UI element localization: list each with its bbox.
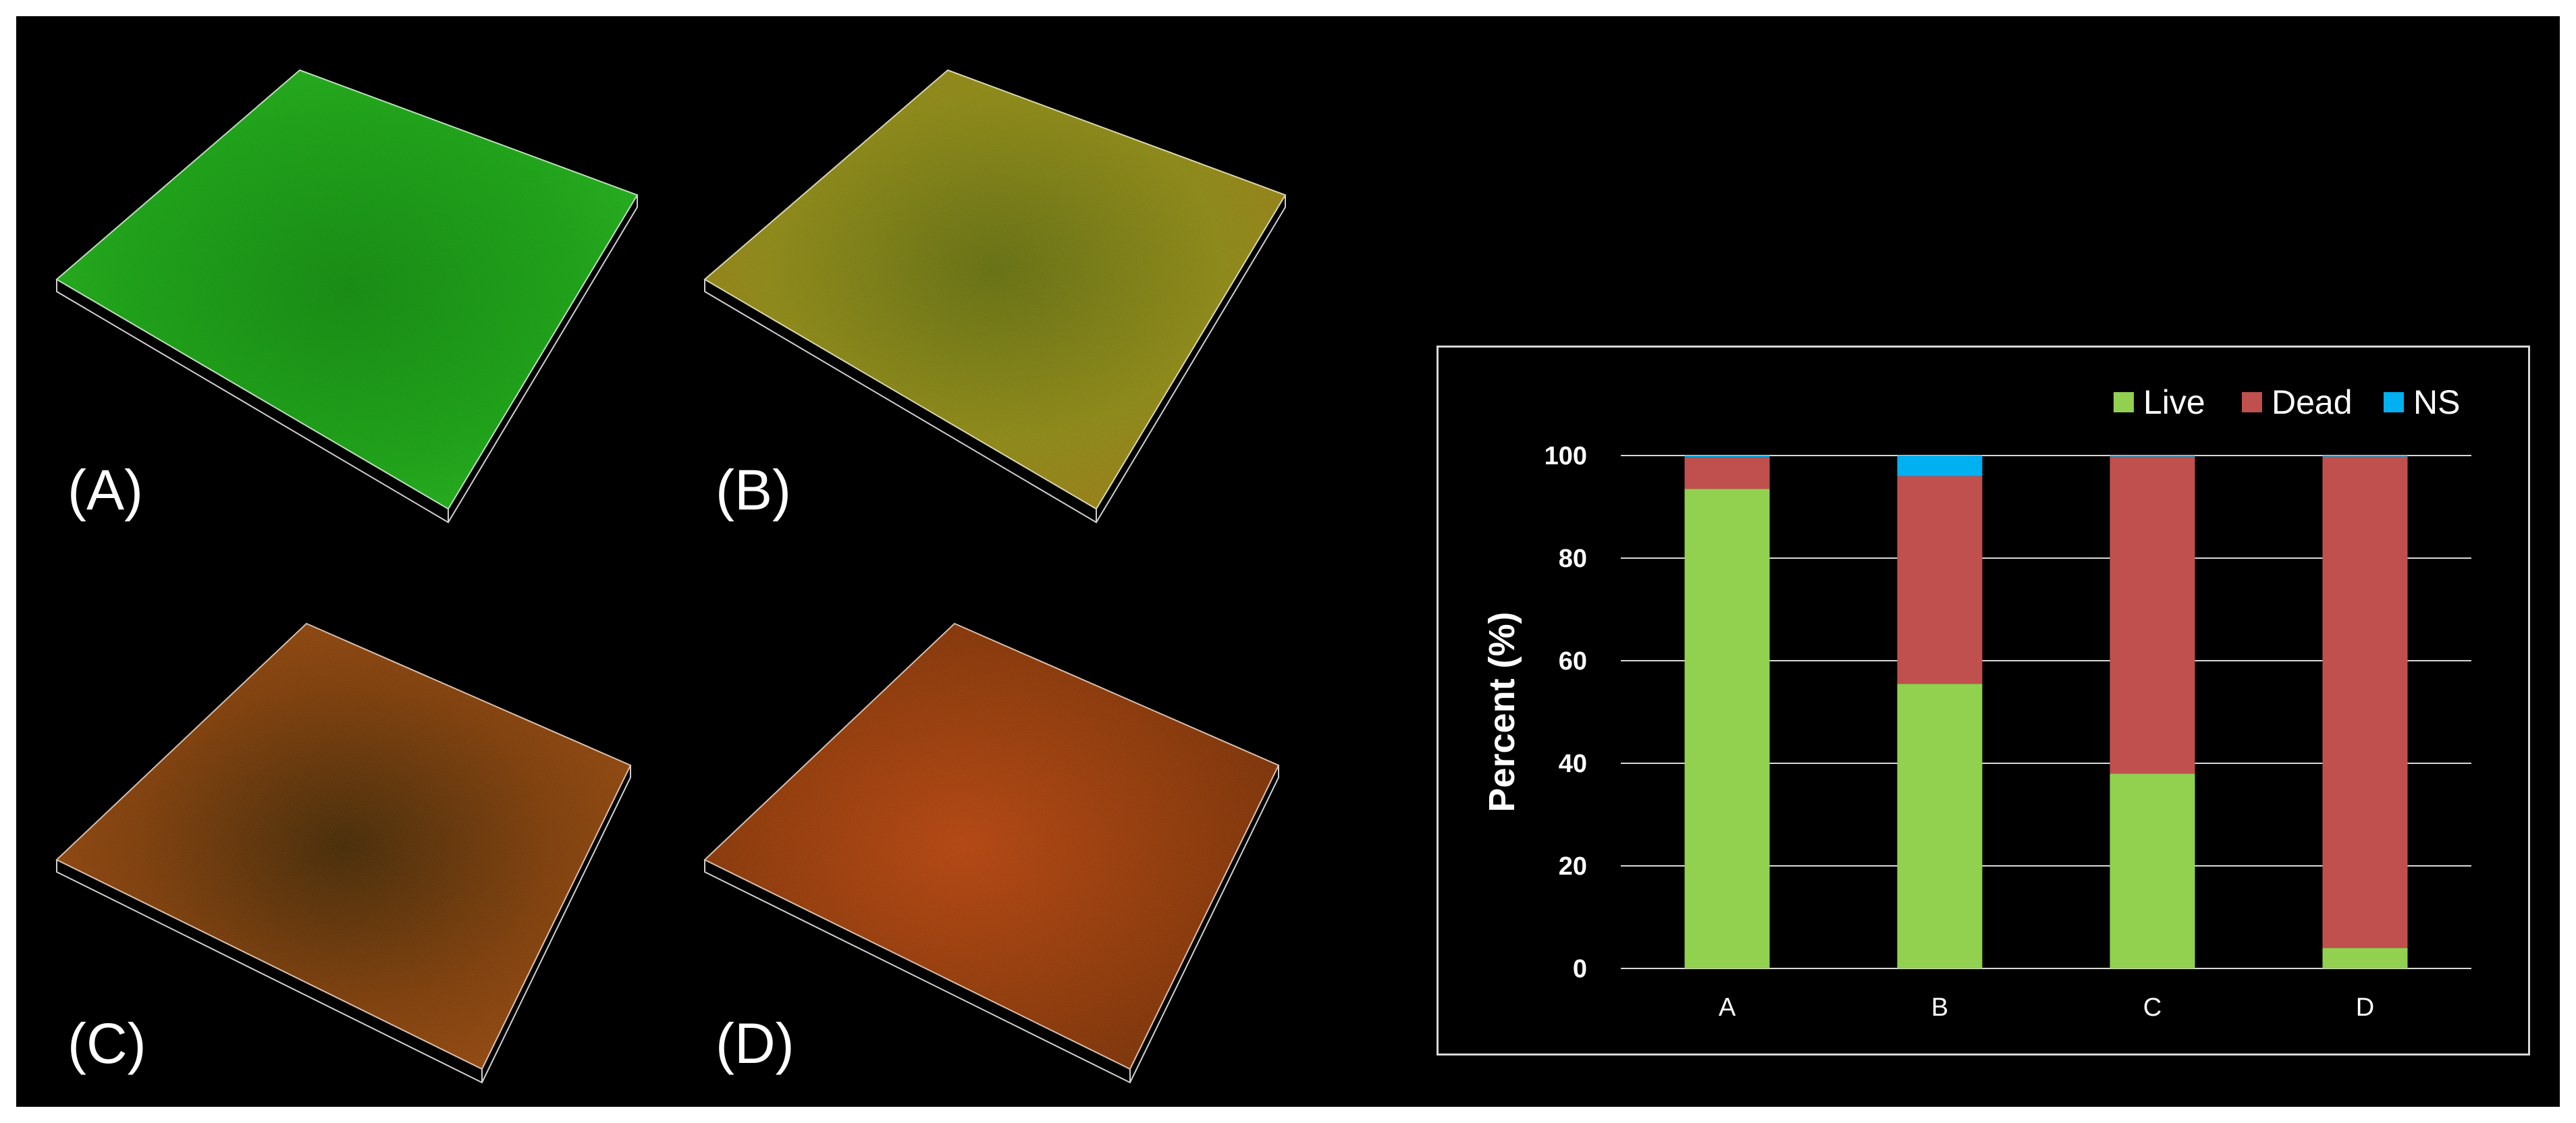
figure: (A) (B) [16, 16, 2560, 1107]
y-tick-label: 20 [1559, 852, 1587, 881]
y-tick-label: 0 [1573, 955, 1587, 983]
bar-live-a [1684, 489, 1770, 968]
bar-ns-c [2110, 456, 2195, 457]
legend-label-ns: NS [2413, 383, 2460, 421]
bar-dead-d [2322, 456, 2408, 948]
legend-label-live: Live [2143, 383, 2205, 421]
bar-dead-a [1684, 457, 1770, 489]
panel-c-render [55, 622, 632, 1084]
x-tick-label: B [1931, 993, 1948, 1022]
panel-a: (A) [43, 50, 651, 524]
panel-d-render [703, 622, 1280, 1084]
legend-label-dead: Dead [2272, 383, 2353, 421]
stacked-bar-chart: 0 20 40 60 80 100 A B C D Percent (%) Live Dead NS [1482, 383, 2471, 1022]
bar-ns-b [1897, 456, 1983, 476]
legend-swatch-dead [2242, 392, 2262, 412]
x-tick-label: A [1719, 993, 1736, 1022]
legend-swatch-ns [2384, 392, 2404, 412]
bar-dead-c [2110, 456, 2195, 774]
bar-live-d [2322, 948, 2408, 968]
panel-b: (B) [691, 50, 1299, 524]
bar-live-c [2110, 773, 2195, 968]
y-tick-label: 60 [1559, 647, 1587, 676]
bar-ns-d [2322, 456, 2408, 457]
y-axis-label: Percent (%) [1482, 611, 1522, 812]
y-tick-label: 100 [1545, 442, 1587, 470]
panel-a-label: (A) [68, 458, 143, 522]
panel-c: (C) [43, 603, 651, 1089]
panel-b-label: (B) [716, 458, 791, 522]
bar-ns-a [1684, 456, 1770, 458]
bar-dead-b [1897, 476, 1983, 684]
y-tick-label: 40 [1559, 750, 1587, 778]
panel-d: (D) [691, 603, 1299, 1089]
panel-d-label: (D) [716, 1012, 795, 1075]
panel-c-label: (C) [68, 1012, 146, 1075]
panel-b-render [703, 69, 1287, 524]
chart-frame: 0 20 40 60 80 100 A B C D Percent (%) Live Dead NS [1437, 346, 2530, 1056]
bar-live-b [1897, 684, 1983, 968]
x-tick-label: C [2143, 993, 2162, 1022]
legend-swatch-live [2114, 392, 2134, 412]
panel-a-render [55, 69, 639, 524]
y-tick-label: 80 [1559, 545, 1587, 573]
x-tick-label: D [2356, 993, 2374, 1022]
